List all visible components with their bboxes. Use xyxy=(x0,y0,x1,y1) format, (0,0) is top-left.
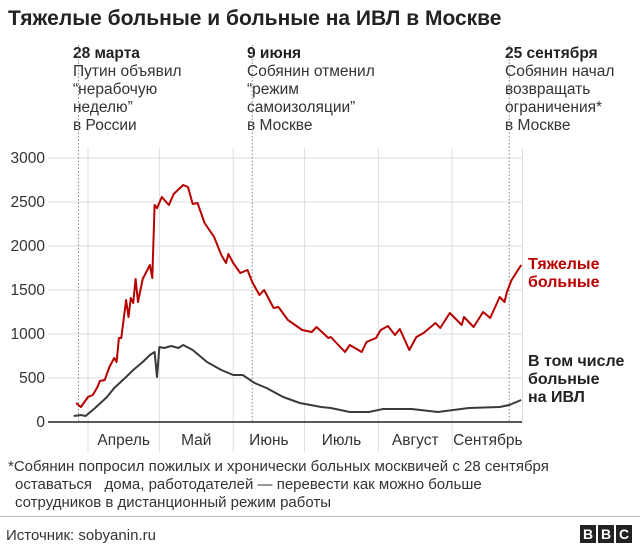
annotation-march-28: 28 марта Путин объявил “нерабочую неделю… xyxy=(73,45,182,135)
series-line-severe xyxy=(75,184,523,408)
annotation-date: 25 сентября xyxy=(505,45,598,62)
x-tick-label: Июнь xyxy=(249,432,288,449)
annotation-line: Собянин начал xyxy=(505,63,615,80)
y-tick-label: 0 xyxy=(36,414,45,431)
footnote-line: сотрудников в дистанционный режим работы xyxy=(15,494,332,511)
annotation-date: 28 марта xyxy=(73,45,140,62)
legend-ventilator-patients: В том числе больные на ИВЛ xyxy=(528,353,624,407)
annotation-line: “нерабочую xyxy=(73,81,158,98)
annotation-june-9: 9 июня Собянин отменил “режим самоизоляц… xyxy=(247,45,375,135)
y-tick-label: 3000 xyxy=(11,150,46,167)
legend-line: на ИВЛ xyxy=(528,389,585,406)
legend-line: больные xyxy=(528,371,600,388)
y-tick-label: 2500 xyxy=(11,194,46,211)
legend-line: больные xyxy=(528,274,600,291)
footnote-line: *Собянин попросил пожилых и хронически б… xyxy=(8,458,549,475)
legend-line: В том числе xyxy=(528,353,625,370)
annotation-september-25: 25 сентября Собянин начал возвращать огр… xyxy=(505,45,614,135)
x-tick-label: Август xyxy=(392,432,439,449)
annotation-line: в Москве xyxy=(505,117,571,134)
bbc-logo: B B C xyxy=(580,525,632,543)
footnote-line: оставаться дома, работодателей — перевес… xyxy=(15,476,482,493)
y-tick-label: 500 xyxy=(19,370,45,387)
x-tick-label: Июль xyxy=(322,432,362,449)
logo-letter: B xyxy=(580,525,596,543)
annotation-line: неделю” xyxy=(73,99,133,116)
source-text: Источник: sobyanin.ru xyxy=(6,527,156,544)
series-line-ventilator xyxy=(73,344,522,417)
annotation-line: возвращать xyxy=(505,81,591,98)
x-tick-label: Апрель xyxy=(97,432,150,449)
legend-line: Тяжелые xyxy=(528,256,600,273)
annotation-line: в России xyxy=(73,117,137,134)
y-tick-label: 1500 xyxy=(11,282,46,299)
logo-letter: B xyxy=(598,525,614,543)
x-tick-label: Май xyxy=(181,432,211,449)
x-tick-label: Сентябрь xyxy=(453,432,522,449)
y-tick-label: 2000 xyxy=(11,238,46,255)
footnote: *Собянин попросил пожилых и хронически б… xyxy=(8,458,633,512)
annotation-line: “режим xyxy=(247,81,299,98)
logo-letter: C xyxy=(616,525,632,543)
annotation-line: Собянин отменил xyxy=(247,63,375,80)
annotation-line: самоизоляции” xyxy=(247,99,356,116)
legend-severe-patients: Тяжелые больные xyxy=(528,256,599,292)
annotation-line: ограничения* xyxy=(505,99,603,116)
divider xyxy=(0,516,640,517)
annotation-line: в Москве xyxy=(247,117,313,134)
y-tick-label: 1000 xyxy=(11,326,46,343)
annotation-line: Путин объявил xyxy=(73,63,182,80)
annotation-date: 9 июня xyxy=(247,45,302,62)
chart-title: Тяжелые больные и больные на ИВЛ в Москв… xyxy=(8,7,502,30)
